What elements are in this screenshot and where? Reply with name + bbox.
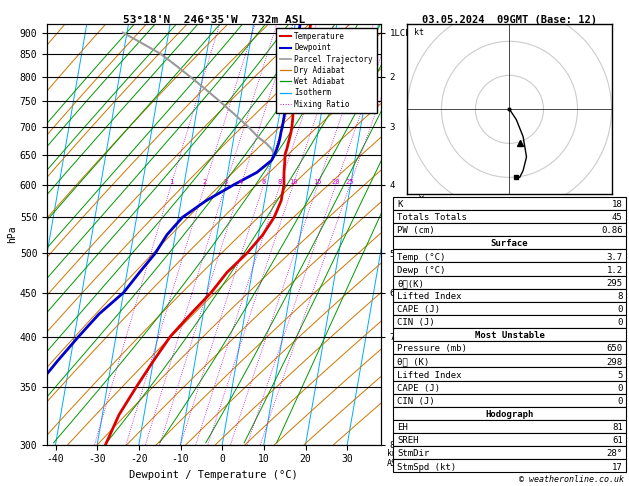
Text: Lifted Index: Lifted Index: [397, 292, 462, 301]
Text: 298: 298: [606, 358, 623, 366]
Text: SREH: SREH: [397, 436, 418, 445]
Text: 45: 45: [612, 213, 623, 222]
Y-axis label: Mixing Ratio (g/kg): Mixing Ratio (g/kg): [416, 183, 425, 286]
Text: km
ASL: km ASL: [387, 449, 402, 469]
Text: Pressure (mb): Pressure (mb): [397, 345, 467, 353]
Text: EH: EH: [397, 423, 408, 432]
Text: 17: 17: [612, 463, 623, 471]
Text: 3: 3: [224, 179, 228, 185]
Text: 1.2: 1.2: [606, 266, 623, 275]
Text: 650: 650: [606, 345, 623, 353]
Text: 25: 25: [346, 179, 354, 185]
Text: CIN (J): CIN (J): [397, 318, 435, 327]
Text: 3.7: 3.7: [606, 253, 623, 261]
Text: Surface: Surface: [491, 240, 528, 248]
Text: CAPE (J): CAPE (J): [397, 384, 440, 393]
Text: Lifted Index: Lifted Index: [397, 371, 462, 380]
Text: StmSpd (kt): StmSpd (kt): [397, 463, 456, 471]
Text: 0: 0: [617, 397, 623, 406]
Text: K: K: [397, 200, 403, 209]
Text: 295: 295: [606, 279, 623, 288]
Text: Temp (°C): Temp (°C): [397, 253, 445, 261]
Text: 5: 5: [617, 371, 623, 380]
Text: 53°18'N  246°35'W  732m ASL: 53°18'N 246°35'W 732m ASL: [123, 15, 305, 25]
Text: 61: 61: [612, 436, 623, 445]
Text: 8: 8: [617, 292, 623, 301]
Text: CAPE (J): CAPE (J): [397, 305, 440, 314]
Text: 4: 4: [239, 179, 243, 185]
Text: StmDir: StmDir: [397, 450, 429, 458]
Text: 6: 6: [262, 179, 266, 185]
Text: 20: 20: [331, 179, 340, 185]
Text: 0: 0: [617, 318, 623, 327]
Text: 03.05.2024  09GMT (Base: 12): 03.05.2024 09GMT (Base: 12): [422, 15, 597, 25]
Legend: Temperature, Dewpoint, Parcel Trajectory, Dry Adiabat, Wet Adiabat, Isotherm, Mi: Temperature, Dewpoint, Parcel Trajectory…: [276, 28, 377, 112]
Text: 1: 1: [169, 179, 174, 185]
Text: θᴇ(K): θᴇ(K): [397, 279, 424, 288]
Text: Hodograph: Hodograph: [486, 410, 533, 419]
Text: 8: 8: [278, 179, 282, 185]
Text: Dewp (°C): Dewp (°C): [397, 266, 445, 275]
Text: © weatheronline.co.uk: © weatheronline.co.uk: [519, 474, 624, 484]
Text: Most Unstable: Most Unstable: [474, 331, 545, 340]
Text: 0: 0: [617, 384, 623, 393]
Text: 18: 18: [612, 200, 623, 209]
Text: Totals Totals: Totals Totals: [397, 213, 467, 222]
Text: θᴇ (K): θᴇ (K): [397, 358, 429, 366]
Text: 0.86: 0.86: [601, 226, 623, 235]
Text: 10: 10: [289, 179, 298, 185]
Text: 2: 2: [203, 179, 207, 185]
Text: 81: 81: [612, 423, 623, 432]
Text: CIN (J): CIN (J): [397, 397, 435, 406]
Y-axis label: hPa: hPa: [7, 226, 17, 243]
Text: 28°: 28°: [606, 450, 623, 458]
Text: kt: kt: [415, 28, 424, 36]
Text: 15: 15: [314, 179, 322, 185]
X-axis label: Dewpoint / Temperature (°C): Dewpoint / Temperature (°C): [130, 470, 298, 480]
Text: 0: 0: [617, 305, 623, 314]
Text: PW (cm): PW (cm): [397, 226, 435, 235]
